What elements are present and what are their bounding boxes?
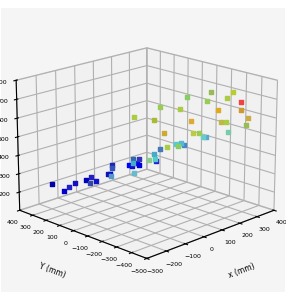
X-axis label: x (mm): x (mm) — [227, 262, 256, 280]
Y-axis label: Y (mm): Y (mm) — [38, 262, 67, 280]
